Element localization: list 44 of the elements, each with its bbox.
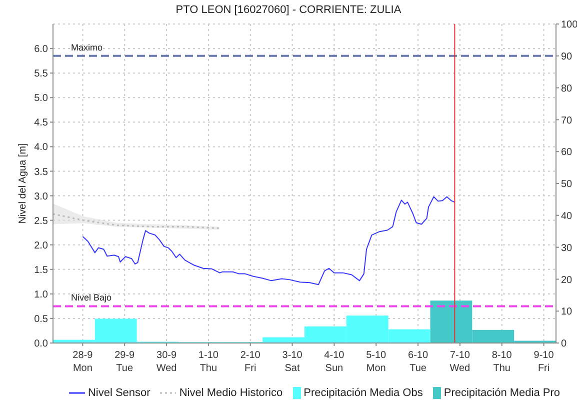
- ref-line-label: Nivel Bajo: [71, 292, 112, 303]
- y-tick-label: 5.0: [34, 93, 48, 104]
- y-tick-label: 5.5: [34, 68, 48, 80]
- y-tick-label: 4.5: [34, 118, 48, 129]
- x-tick-label: 5-10 Mon: [366, 350, 387, 374]
- y2-tick-label: 20: [561, 274, 573, 286]
- y-tick-label: 1.5: [34, 264, 48, 276]
- ref-line-label: Maximo: [71, 42, 103, 52]
- x-tick-label: 4-10 Sun: [324, 350, 345, 374]
- y2-tick-label: 100: [561, 20, 577, 31]
- x-tick-label: 7-10 Wed: [450, 350, 470, 374]
- x-tick-label: 9-10 Fri: [534, 350, 554, 374]
- y2-tick-label: 80: [561, 83, 573, 94]
- x-tick-label: 8-10 Thu: [492, 350, 512, 374]
- y-tick-label: 2.0: [34, 240, 48, 252]
- y2-tick-label: 50: [561, 179, 573, 190]
- y-tick-label: 1.0: [34, 289, 48, 300]
- y2-tick-label: 30: [561, 242, 573, 254]
- y2-tick-label: 0: [561, 338, 567, 350]
- chart-title: PTO LEON [16027060] - CORRIENTE: ZULIA: [174, 4, 402, 16]
- x-tick-label: 1-10 Thu: [198, 350, 219, 374]
- x-tick-label: 3-10 Sat: [282, 350, 303, 374]
- x-tick-label: 2-10 Fri: [240, 350, 261, 374]
- x-tick-label: 28-9 Mon: [72, 350, 94, 374]
- y2-tick-label: 60: [561, 147, 573, 158]
- y-tick-label: 2.5: [34, 216, 48, 227]
- y-tick-label: 0.0: [34, 338, 48, 350]
- x-tick-label: 29-9 Tue: [114, 350, 136, 374]
- legend-label: Nivel Medio Historico: [178, 387, 283, 399]
- y-axis-title: Nivel del Agua [m]: [18, 142, 29, 224]
- y-tick-label: 6.0: [34, 44, 48, 56]
- y-tick-label: 0.5: [34, 314, 48, 326]
- legend-label: Precipitación Media Obs: [302, 387, 423, 399]
- legend-label: Nivel Sensor: [86, 387, 150, 399]
- y2-tick-label: 90: [561, 51, 573, 62]
- x-tick-label: 6-10 Tue: [408, 350, 428, 374]
- legend-label: Precipitación Media Pro: [442, 387, 560, 399]
- y-tick-label: 3.0: [34, 191, 48, 202]
- y2-tick-label: 70: [561, 115, 573, 126]
- y2-tick-label: 10: [561, 306, 573, 318]
- x-tick-label: 30-9 Wed: [156, 350, 177, 374]
- y-tick-label: 4.0: [34, 142, 48, 154]
- y-tick-label: 3.5: [34, 166, 48, 178]
- y2-tick-label: 40: [561, 210, 573, 222]
